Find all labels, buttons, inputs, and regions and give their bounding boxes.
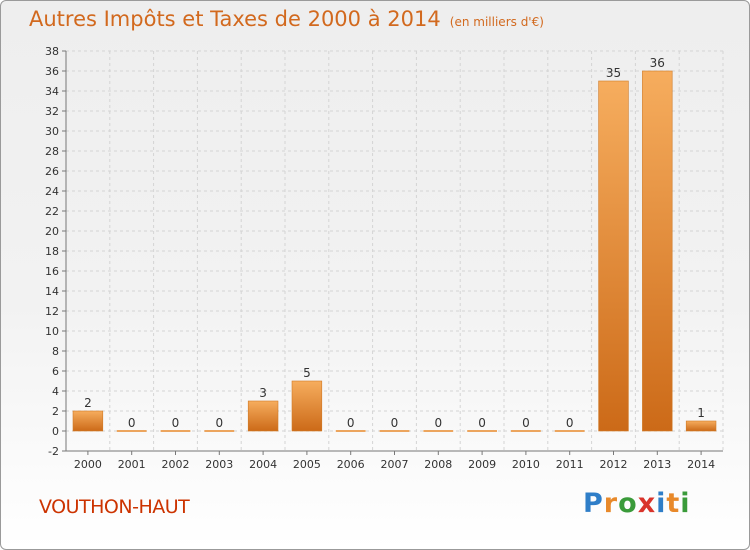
- axes: -202468101214161820222426283032343638200…: [45, 45, 723, 471]
- y-tick-label: 32: [45, 105, 59, 118]
- commune-name: VOUTHON-HAUT: [39, 496, 190, 518]
- data-label-2001: 0: [128, 416, 136, 430]
- x-tick-label-2003: 2003: [205, 458, 233, 471]
- y-tick-label: 26: [45, 165, 59, 178]
- logo-letter: x: [637, 488, 657, 519]
- y-tick-label: 0: [52, 425, 59, 438]
- x-tick-label-2001: 2001: [118, 458, 146, 471]
- data-label-2012: 35: [606, 66, 621, 80]
- chart-title-main: Autres Impôts et Taxes de 2000 à 2014: [29, 7, 441, 31]
- y-tick-label: 22: [45, 205, 59, 218]
- bar-2005: [291, 380, 323, 432]
- x-tick-label-2011: 2011: [556, 458, 584, 471]
- data-label-2009: 0: [478, 416, 486, 430]
- bars: [72, 70, 717, 432]
- x-tick-label-2010: 2010: [512, 458, 540, 471]
- proxiti-logo: Proxiti: [583, 488, 691, 519]
- x-tick-label-2002: 2002: [162, 458, 190, 471]
- data-label-2011: 0: [566, 416, 574, 430]
- y-tick-label: 18: [45, 245, 59, 258]
- y-tick-label: 10: [45, 325, 59, 338]
- data-label-2007: 0: [391, 416, 399, 430]
- y-tick-label: 2: [52, 405, 59, 418]
- x-tick-label-2009: 2009: [468, 458, 496, 471]
- data-label-2005: 5: [303, 366, 311, 380]
- logo-letter: P: [583, 488, 604, 519]
- x-tick-label-2013: 2013: [643, 458, 671, 471]
- y-tick-label: 6: [52, 365, 59, 378]
- x-tick-label-2007: 2007: [381, 458, 409, 471]
- y-tick-label: 8: [52, 345, 59, 358]
- bar-2000: [72, 410, 104, 432]
- chart-title: Autres Impôts et Taxes de 2000 à 2014 (e…: [29, 7, 544, 31]
- data-label-2008: 0: [434, 416, 442, 430]
- logo-letter: o: [618, 488, 638, 519]
- logo-letter: i: [656, 488, 667, 519]
- y-tick-label: 20: [45, 225, 59, 238]
- y-tick-label: 34: [45, 85, 59, 98]
- x-tick-label-2012: 2012: [600, 458, 628, 471]
- data-label-2002: 0: [172, 416, 180, 430]
- bar-2004: [247, 400, 279, 432]
- y-tick-label: 36: [45, 65, 59, 78]
- data-label-2003: 0: [215, 416, 223, 430]
- x-tick-label-2008: 2008: [424, 458, 452, 471]
- y-tick-label: 4: [52, 385, 59, 398]
- bar-2013: [642, 70, 673, 432]
- data-label-2014: 1: [697, 406, 705, 420]
- bar-2014: [685, 420, 717, 432]
- data-label-2000: 2: [84, 396, 92, 410]
- data-label-2004: 3: [259, 386, 267, 400]
- x-tick-label-2014: 2014: [687, 458, 715, 471]
- y-tick-label: 14: [45, 285, 59, 298]
- logo-letter: t: [666, 488, 681, 519]
- data-label-2010: 0: [522, 416, 530, 430]
- logo-letter: r: [603, 488, 619, 519]
- bar-2012: [598, 80, 629, 432]
- x-tick-label-2006: 2006: [337, 458, 365, 471]
- y-tick-label: -2: [48, 445, 59, 458]
- y-tick-label: 12: [45, 305, 59, 318]
- data-label-2006: 0: [347, 416, 355, 430]
- y-tick-label: 16: [45, 265, 59, 278]
- y-tick-label: 28: [45, 145, 59, 158]
- x-tick-label-2004: 2004: [249, 458, 277, 471]
- y-tick-label: 24: [45, 185, 59, 198]
- y-tick-label: 38: [45, 45, 59, 58]
- data-label-2013: 36: [650, 56, 665, 70]
- y-tick-label: 30: [45, 125, 59, 138]
- x-tick-label-2000: 2000: [74, 458, 102, 471]
- x-tick-label-2005: 2005: [293, 458, 321, 471]
- logo-letter: i: [680, 488, 691, 519]
- chart-subtitle: (en milliers d'€): [449, 15, 544, 29]
